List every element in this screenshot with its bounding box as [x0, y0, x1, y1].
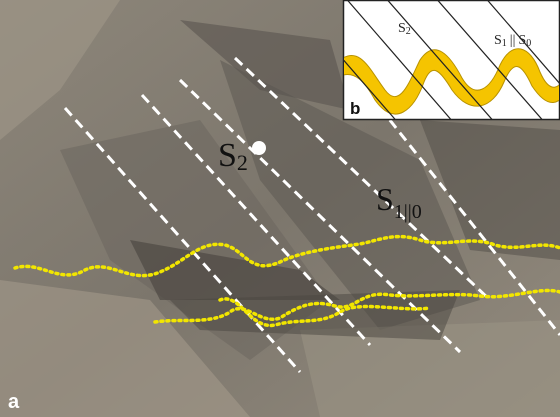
- label-sub: 1||0: [394, 201, 422, 223]
- panel-label: b: [350, 99, 360, 118]
- label-main: S: [518, 33, 526, 48]
- marker-dot: [252, 141, 266, 155]
- label-sub: 1: [502, 38, 507, 49]
- inset-s1-s0-label: S1||S0: [494, 33, 531, 49]
- label-main: S: [218, 137, 237, 174]
- figure: S2 S1||0 a S2 S1||S0 b: [0, 0, 560, 417]
- label-main: S: [376, 181, 394, 217]
- label-main: S: [398, 21, 406, 36]
- label-sub: 0: [526, 38, 531, 49]
- panel-label: a: [8, 391, 20, 413]
- label-separator: ||: [510, 33, 516, 48]
- label-sub: 2: [406, 26, 411, 37]
- label-main: S: [494, 33, 502, 48]
- label-sub: 2: [237, 150, 248, 175]
